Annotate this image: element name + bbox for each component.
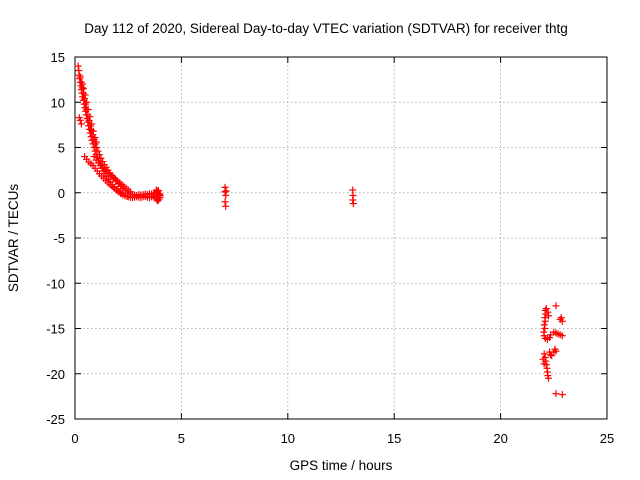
- data-point: [86, 113, 94, 121]
- data-point: [74, 62, 82, 70]
- y-tick-label: -20: [46, 367, 65, 382]
- data-point: [94, 147, 102, 155]
- data-points: [74, 62, 566, 399]
- y-tick-label: -15: [46, 322, 65, 337]
- data-point: [92, 138, 100, 146]
- data-point: [558, 391, 566, 399]
- x-tick-label: 5: [178, 431, 185, 446]
- x-tick-label: 10: [281, 431, 295, 446]
- data-point: [84, 105, 92, 113]
- data-point: [540, 360, 548, 368]
- x-tick-label: 15: [387, 431, 401, 446]
- data-point: [349, 200, 357, 208]
- data-point: [540, 350, 548, 358]
- data-point: [97, 154, 105, 162]
- data-point: [95, 151, 103, 159]
- data-point: [117, 189, 125, 197]
- data-point: [222, 202, 230, 210]
- data-point: [91, 134, 99, 142]
- y-tick-label: -5: [53, 231, 65, 246]
- data-point: [544, 374, 552, 382]
- data-point: [539, 355, 547, 363]
- data-point: [558, 317, 566, 325]
- data-point: [81, 91, 89, 99]
- x-axis-label: GPS time / hours: [290, 458, 393, 473]
- data-point: [222, 187, 230, 195]
- x-tick-label: 20: [493, 431, 507, 446]
- data-point: [544, 312, 552, 320]
- data-point: [221, 198, 229, 206]
- data-point: [558, 332, 566, 340]
- data-point: [154, 186, 162, 194]
- data-point: [88, 120, 96, 128]
- data-point: [81, 95, 89, 103]
- data-point: [552, 302, 560, 310]
- data-point: [544, 308, 552, 316]
- x-tick-labels: 0 5 10 15 20 25: [71, 431, 614, 446]
- data-point: [88, 126, 96, 134]
- y-tick-label: 10: [51, 95, 65, 110]
- data-point: [154, 194, 162, 202]
- y-axis-label: SDTVAR / TECUs: [6, 184, 21, 293]
- data-point: [221, 188, 229, 196]
- y-tick-label: -10: [46, 276, 65, 291]
- data-point: [349, 196, 357, 204]
- data-point: [76, 73, 84, 81]
- y-tick-labels: 15 10 5 0 -5 -10 -15 -20 -25: [46, 50, 65, 427]
- data-point: [552, 390, 560, 398]
- y-tick-label: 15: [51, 50, 65, 65]
- data-point: [156, 191, 164, 199]
- data-point: [542, 305, 550, 313]
- chart-title: Day 112 of 2020, Sidereal Day-to-day VTE…: [84, 21, 567, 36]
- data-point: [99, 158, 107, 166]
- x-tick-label: 0: [71, 431, 78, 446]
- x-tick-label: 25: [600, 431, 614, 446]
- grid-lines: [75, 57, 607, 419]
- y-tick-label: 0: [58, 186, 65, 201]
- data-point: [90, 153, 98, 161]
- data-point: [85, 116, 93, 124]
- data-point: [89, 127, 97, 135]
- data-point: [552, 347, 560, 355]
- data-point: [78, 80, 86, 88]
- data-point: [540, 321, 548, 329]
- data-point: [548, 352, 556, 360]
- y-tick-label: 5: [58, 141, 65, 156]
- y-tick-label: -25: [46, 412, 65, 427]
- data-point: [83, 98, 91, 106]
- data-point: [77, 120, 85, 128]
- data-point: [80, 85, 88, 93]
- data-point: [557, 314, 565, 322]
- data-point: [541, 317, 549, 325]
- data-point: [77, 78, 85, 86]
- plot-frame: [74, 56, 608, 420]
- data-point: [541, 325, 549, 332]
- data-point: [76, 116, 84, 124]
